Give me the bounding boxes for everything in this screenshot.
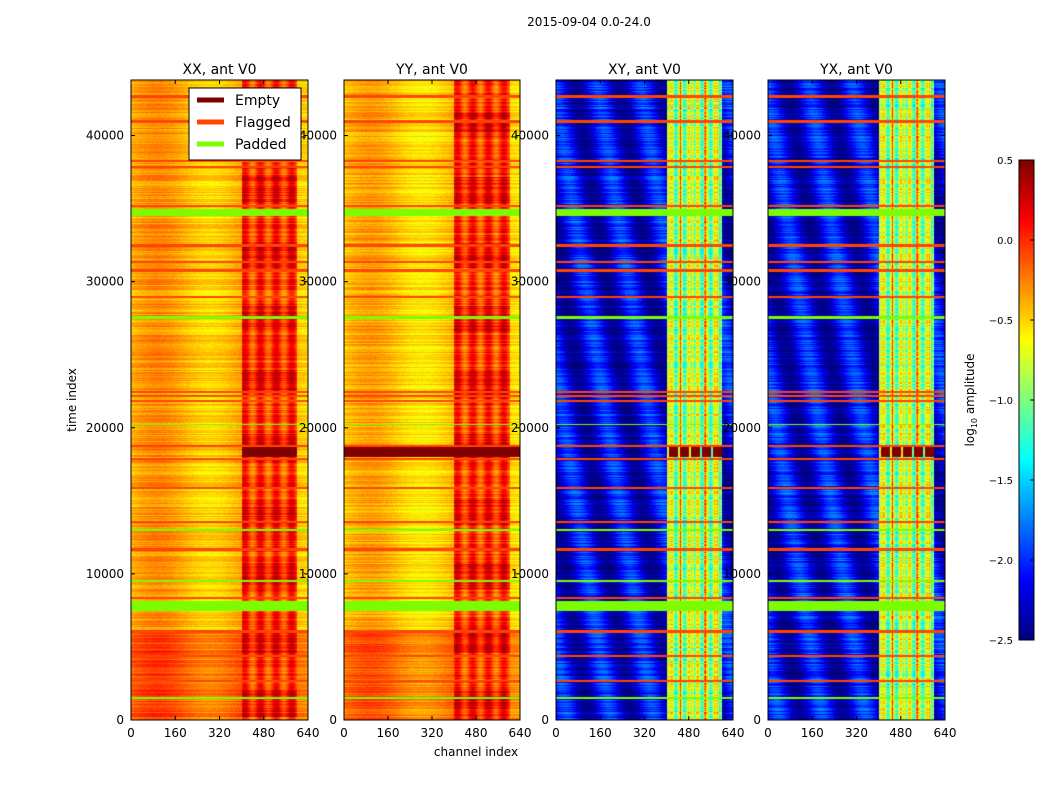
y-tick-label: 0 [329, 713, 337, 727]
x-tick-label: 480 [252, 726, 275, 740]
y-tick-label: 30000 [86, 275, 124, 289]
plot-frame [343, 79, 521, 721]
y-tick-label: 30000 [723, 275, 761, 289]
y-tick-label: 20000 [86, 421, 124, 435]
x-tick-label: 320 [633, 726, 656, 740]
panel-title: YY, ant V0 [395, 62, 468, 78]
suptitle: 2015-09-04 0.0-24.0 [527, 15, 651, 29]
y-axis-label: time index [65, 368, 79, 432]
y-tick-label: 10000 [723, 567, 761, 581]
legend-label: Padded [235, 137, 287, 153]
y-tick-label: 40000 [723, 129, 761, 143]
colorbar [1019, 160, 1034, 640]
x-tick-label: 480 [677, 726, 700, 740]
colorbar-tick-label: −2.5 [989, 636, 1013, 647]
heatmap-yx [768, 80, 945, 720]
y-tick-label: 10000 [299, 567, 337, 581]
x-tick-label: 480 [465, 726, 488, 740]
legend: Empty Flagged Padded [188, 87, 302, 161]
x-tick-label: 480 [889, 726, 912, 740]
legend-label: Flagged [235, 115, 291, 131]
x-tick-label: 160 [164, 726, 187, 740]
x-tick-label: 0 [764, 726, 772, 740]
x-tick-label: 640 [722, 726, 745, 740]
y-tick-label: 30000 [511, 275, 549, 289]
colorbar-label: log10 amplitude [963, 354, 979, 447]
plot-frame [555, 79, 734, 721]
y-tick-label: 40000 [299, 129, 337, 143]
legend-label: Empty [235, 93, 280, 109]
x-tick-label: 640 [297, 726, 320, 740]
y-tick-label: 40000 [86, 129, 124, 143]
y-tick-label: 10000 [511, 567, 549, 581]
y-tick-label: 20000 [723, 421, 761, 435]
y-tick-label: 10000 [86, 567, 124, 581]
y-tick-label: 20000 [511, 421, 549, 435]
colorbar-tick-label: 0.5 [997, 156, 1013, 167]
colorbar-tick-label: 0.0 [997, 236, 1013, 247]
x-tick-label: 0 [127, 726, 135, 740]
panel-title: YX, ant V0 [819, 62, 893, 78]
y-tick-label: 30000 [299, 275, 337, 289]
heatmap-xx [131, 80, 308, 720]
x-tick-label: 0 [552, 726, 560, 740]
heatmap-yy [344, 80, 520, 720]
colorbar-tick-label: −0.5 [989, 316, 1013, 327]
colorbar-tick-label: −1.5 [989, 476, 1013, 487]
x-tick-label: 320 [421, 726, 444, 740]
y-tick-label: 0 [541, 713, 549, 727]
y-tick-label: 0 [753, 713, 761, 727]
panel-title: XY, ant V0 [608, 62, 681, 78]
plot-frame [130, 79, 309, 721]
x-tick-label: 160 [589, 726, 612, 740]
x-tick-label: 320 [208, 726, 231, 740]
heatmap-xy [556, 80, 733, 720]
x-tick-label: 160 [801, 726, 824, 740]
x-tick-label: 160 [377, 726, 400, 740]
x-tick-label: 640 [509, 726, 532, 740]
y-tick-label: 0 [116, 713, 124, 727]
x-tick-label: 640 [934, 726, 957, 740]
colorbar-tick-label: −2.0 [989, 556, 1013, 567]
x-axis-label: channel index [434, 745, 518, 759]
panel-title: XX, ant V0 [183, 62, 257, 78]
y-tick-label: 20000 [299, 421, 337, 435]
x-tick-label: 320 [845, 726, 868, 740]
colorbar-tick-label: −1.0 [989, 396, 1013, 407]
x-tick-label: 0 [340, 726, 348, 740]
y-tick-label: 40000 [511, 129, 549, 143]
plot-frame [767, 79, 946, 721]
